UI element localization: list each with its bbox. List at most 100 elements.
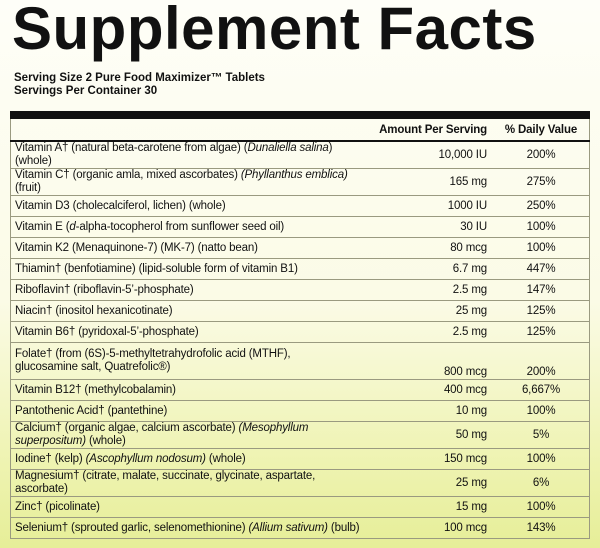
daily-value: 275% xyxy=(493,168,590,196)
name-text: Selenium† (sprouted garlic, selenomethio… xyxy=(15,521,249,534)
name-text: (bulb) xyxy=(327,521,360,534)
amount: 10 mg xyxy=(365,400,493,422)
nutrient-name: Vitamin E (d-alpha-tocopherol from sunfl… xyxy=(10,216,365,238)
nutrient-name: Zinc† (picolinate) xyxy=(10,496,365,518)
nutrient-row: Vitamin A† (natural beta-carotene from a… xyxy=(10,140,590,169)
amount: 25 mg xyxy=(365,300,493,322)
amount: 15 mg xyxy=(365,496,493,518)
name-text: Vitamin B12† (methylcobalamin) xyxy=(15,383,176,396)
nutrient-row: Vitamin E (d-alpha-tocopherol from sunfl… xyxy=(10,216,590,238)
amount: 165 mg xyxy=(365,168,493,196)
daily-value: 100% xyxy=(493,448,590,470)
nutrient-row: Niacin† (inositol hexanicotinate) 25 mg 12… xyxy=(10,300,590,322)
name-text: Niacin† (inositol hexanicotinate) xyxy=(15,304,173,317)
daily-value: 6,667% xyxy=(493,379,590,401)
nutrient-name: Vitamin C† (organic amla, mixed ascorbat… xyxy=(10,168,365,196)
serving-info: Serving Size 2 Pure Food Maximizer™ Tabl… xyxy=(14,72,265,98)
nutrient-row: Selenium† (sprouted garlic, selenomethio… xyxy=(10,517,590,539)
amount: 800 mcg xyxy=(365,342,493,380)
nutrient-row: Iodine† (kelp) (Ascophyllum nodosum) (wh… xyxy=(10,448,590,470)
daily-value: 6% xyxy=(493,469,590,497)
name-text: Vitamin B6† (pyridoxal-5’-phosphate) xyxy=(15,325,199,338)
amount: 30 IU xyxy=(365,216,493,238)
nutrient-row: Riboflavin† (riboflavin-5’-phosphate) 2.5… xyxy=(10,279,590,301)
serving-size: Serving Size 2 Pure Food Maximizer™ Tabl… xyxy=(14,72,265,84)
nutrient-name: Pantothenic Acid† (pantethine) xyxy=(10,400,365,422)
daily-value: 125% xyxy=(493,300,590,322)
nutrient-name: Vitamin K2 (Menaquinone-7) (MK-7) (natto… xyxy=(10,237,365,259)
nutrient-row: Thiamin† (benfotiamine) (lipid-soluble f… xyxy=(10,258,590,280)
name-text: Folate† (from (6S)-5-methyltetrahydrofol… xyxy=(15,348,291,360)
nutrient-row: Calcium† (organic algae, calcium ascorba… xyxy=(10,421,590,449)
header-name xyxy=(10,119,365,142)
nutrient-row: Pantothenic Acid† (pantethine) 10 mg 100% xyxy=(10,400,590,422)
nutrient-name: Calcium† (organic algae, calcium ascorba… xyxy=(10,421,365,449)
name-text: Calcium† (organic algae, calcium ascorba… xyxy=(15,422,239,434)
name-text: glucosamine salt, Quatrefolic®) xyxy=(15,361,171,373)
daily-value: 5% xyxy=(493,421,590,449)
amount: 2.5 mg xyxy=(365,279,493,301)
servings-per-container: Servings Per Container 30 xyxy=(14,85,158,97)
nutrient-name: Thiamin† (benfotiamine) (lipid-soluble f… xyxy=(10,258,365,280)
name-italic: d xyxy=(69,220,76,233)
nutrient-name: Magnesium† (citrate, malate, succinate, … xyxy=(10,469,365,497)
title: Supplement Facts xyxy=(12,0,537,62)
nutrient-name: Vitamin D3 (cholecalciferol, lichen) (wh… xyxy=(10,195,365,217)
daily-value: 200% xyxy=(493,140,590,169)
nutrient-name: Folate† (from (6S)-5-methyltetrahydrofol… xyxy=(10,342,365,380)
header-row: Amount Per Serving % Daily Value xyxy=(10,119,590,142)
nutrient-row: Vitamin D3 (cholecalciferol, lichen) (wh… xyxy=(10,195,590,217)
amount: 6.7 mg xyxy=(365,258,493,280)
nutrient-row: Vitamin C† (organic amla, mixed ascorbat… xyxy=(10,168,590,196)
name-text: (whole) xyxy=(205,452,246,465)
name-italic: Dunaliella salina xyxy=(247,142,329,154)
name-text: (whole) xyxy=(85,435,126,447)
nutrient-row: Folate† (from (6S)-5-methyltetrahydrofol… xyxy=(10,342,590,380)
nutrient-row: Vitamin B12† (methylcobalamin) 400 mcg 6,6… xyxy=(10,379,590,401)
nutrient-name: Riboflavin† (riboflavin-5’-phosphate) xyxy=(10,279,365,301)
amount: 10,000 IU xyxy=(365,140,493,169)
daily-value: 250% xyxy=(493,195,590,217)
divider xyxy=(10,111,590,119)
daily-value: 200% xyxy=(493,342,590,380)
daily-value: 125% xyxy=(493,321,590,343)
nutrient-name: Selenium† (sprouted garlic, selenomethio… xyxy=(10,517,365,539)
name-text: Thiamin† (benfotiamine) (lipid-soluble f… xyxy=(15,262,298,275)
name-text: Magnesium† (citrate, malate, succinate, … xyxy=(15,470,316,495)
name-text: Vitamin E ( xyxy=(15,220,70,233)
name-text: Iodine† (kelp) xyxy=(15,452,86,465)
nutrient-name: Vitamin A† (natural beta-carotene from a… xyxy=(10,140,365,169)
nutrient-name: Iodine† (kelp) (Ascophyllum nodosum) (wh… xyxy=(10,448,365,470)
daily-value: 143% xyxy=(493,517,590,539)
name-text: Vitamin D3 (cholecalciferol, lichen) (wh… xyxy=(15,199,226,212)
nutrient-row: Zinc† (picolinate) 15 mg 100% xyxy=(10,496,590,518)
amount: 150 mcg xyxy=(365,448,493,470)
nutrient-row: Vitamin B6† (pyridoxal-5’-phosphate) 2.5 … xyxy=(10,321,590,343)
name-text: Riboflavin† (riboflavin-5’-phosphate) xyxy=(15,283,194,296)
name-text: ) (whole) xyxy=(15,142,333,167)
header-amount: Amount Per Serving xyxy=(365,119,493,142)
name-italic: (Mesophyllum superpositum) xyxy=(15,422,309,447)
daily-value: 100% xyxy=(493,496,590,518)
amount: 2.5 mg xyxy=(365,321,493,343)
daily-value: 100% xyxy=(493,400,590,422)
header-dv: % Daily Value xyxy=(493,119,590,142)
nutrient-name: Vitamin B6† (pyridoxal-5’-phosphate) xyxy=(10,321,365,343)
amount: 400 mcg xyxy=(365,379,493,401)
amount: 50 mg xyxy=(365,421,493,449)
name-text: Vitamin A† (natural beta-carotene from a… xyxy=(15,142,248,154)
daily-value: 100% xyxy=(493,237,590,259)
amount: 100 mcg xyxy=(365,517,493,539)
name-text: Zinc† (picolinate) xyxy=(15,500,100,513)
name-text: (fruit) xyxy=(15,182,41,194)
name-italic: (Ascophyllum nodosum) xyxy=(85,452,206,465)
nutrient-row: Magnesium† (citrate, malate, succinate, … xyxy=(10,469,590,497)
daily-value: 447% xyxy=(493,258,590,280)
name-text: Vitamin K2 (Menaquinone-7) (MK-7) (natto… xyxy=(15,241,258,254)
name-italic: (Allium sativum) xyxy=(248,521,328,534)
daily-value: 147% xyxy=(493,279,590,301)
name-text: -alpha-tocopherol from sunflower seed oi… xyxy=(75,220,285,233)
name-italic: (Phyllanthus emblica) xyxy=(240,169,348,181)
daily-value: 100% xyxy=(493,216,590,238)
